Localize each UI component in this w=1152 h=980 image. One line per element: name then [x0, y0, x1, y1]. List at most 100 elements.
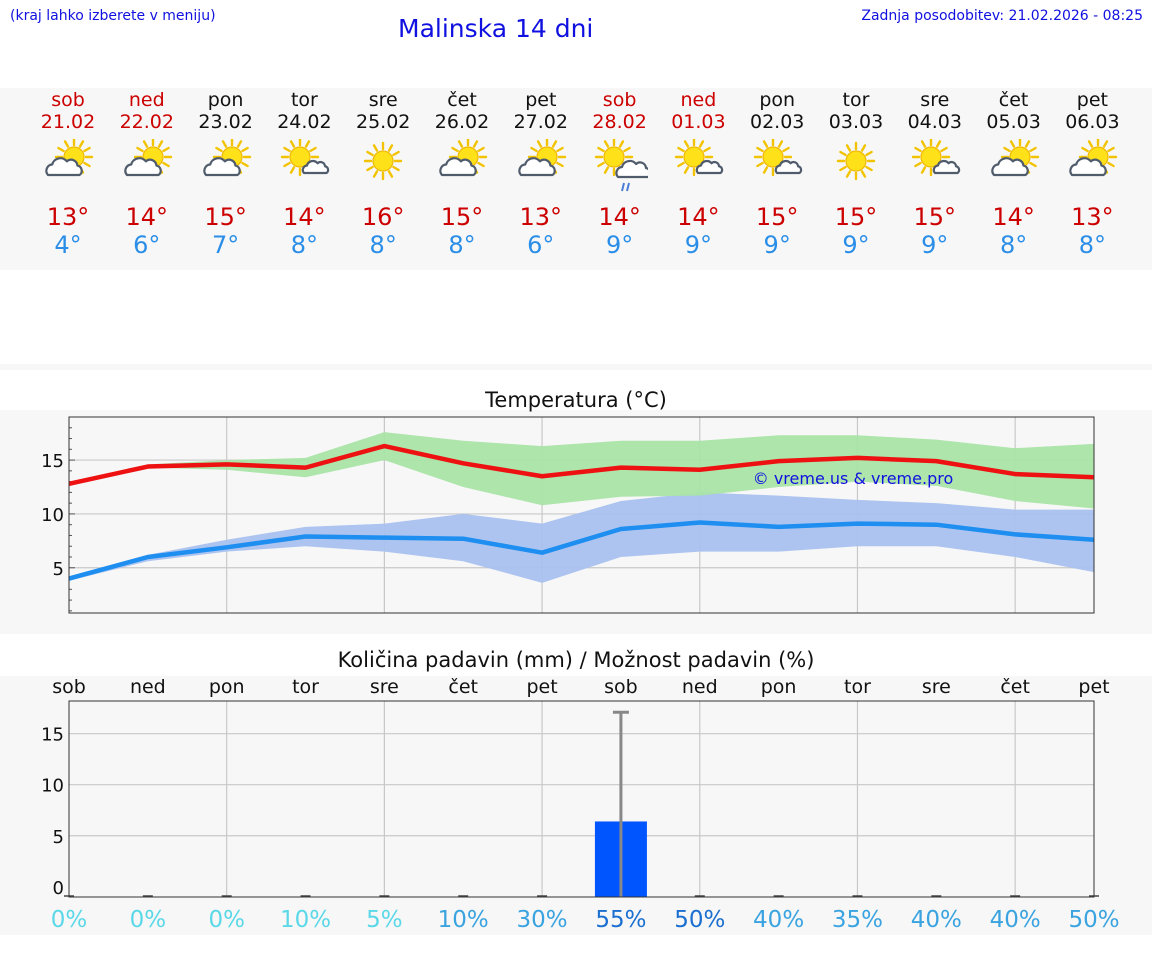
x-category-label: pon: [209, 676, 245, 698]
sun-cloud-icon: [986, 139, 1042, 197]
x-category-label: sre: [922, 676, 951, 698]
temp-min: 9°: [816, 231, 896, 259]
temp-min: 6°: [501, 231, 581, 259]
precip-probability: 50%: [674, 907, 725, 933]
precip-probability: 55%: [595, 907, 646, 933]
sun-cloud-icon: [434, 139, 490, 197]
temperature-chart: 5 10 15 © vreme.us & vreme.pro: [0, 410, 1152, 625]
temp-min: 9°: [580, 231, 660, 259]
day-name: pon: [186, 89, 266, 111]
x-category-label: čet: [1000, 676, 1030, 698]
y-tick-label: 10: [41, 776, 64, 797]
temp-max: 15°: [816, 203, 896, 231]
day-name: pet: [501, 89, 581, 111]
day-name: čet: [422, 89, 502, 111]
y-tick-label: 10: [41, 505, 64, 526]
x-category-label: pet: [1078, 676, 1109, 698]
precip-probability: 35%: [832, 907, 883, 933]
x-category-label: ned: [130, 676, 166, 698]
sun-small-cloud-icon: [907, 139, 963, 197]
x-category-label: sob: [604, 676, 638, 698]
x-category-label: čet: [448, 676, 478, 698]
day-date: 24.02: [264, 111, 344, 133]
day-name: tor: [264, 89, 344, 111]
sun-small-cloud-icon: [749, 139, 805, 197]
chart-watermark: © vreme.us & vreme.pro: [753, 469, 954, 488]
temp-max: 15°: [737, 203, 817, 231]
temp-min: 8°: [264, 231, 344, 259]
sun-cloud-icon: [40, 139, 96, 197]
precip-probability: 50%: [1068, 907, 1119, 933]
temp-max: 13°: [501, 203, 581, 231]
temp-max: 15°: [186, 203, 266, 231]
x-category-label: sob: [52, 676, 86, 698]
temp-max: 15°: [895, 203, 975, 231]
sun-rain-icon: [592, 139, 648, 197]
day-name: sob: [28, 89, 108, 111]
y-tick-label: 15: [41, 451, 64, 472]
sun-cloud-icon: [513, 139, 569, 197]
temp-min: 9°: [658, 231, 738, 259]
day-name: tor: [816, 89, 896, 111]
precip-probability: 0%: [51, 907, 88, 933]
day-date: 27.02: [501, 111, 581, 133]
precip-probability: 30%: [517, 907, 568, 933]
day-date: 23.02: [186, 111, 266, 133]
day-name: sob: [580, 89, 660, 111]
temp-min: 6°: [107, 231, 187, 259]
day-date: 05.03: [974, 111, 1054, 133]
sun-cloud-icon: [119, 139, 175, 197]
y-tick-label: 5: [53, 559, 64, 580]
day-date: 21.02: [28, 111, 108, 133]
day-date: 25.02: [343, 111, 423, 133]
precip-probability: 10%: [280, 907, 331, 933]
temp-min: 9°: [737, 231, 817, 259]
day-date: 01.03: [658, 111, 738, 133]
x-category-label: pon: [761, 676, 797, 698]
day-date: 22.02: [107, 111, 187, 133]
temp-max: 14°: [107, 203, 187, 231]
temp-min: 4°: [28, 231, 108, 259]
precip-probability: 10%: [438, 907, 489, 933]
temp-max: 16°: [343, 203, 423, 231]
y-tick-label: 5: [53, 827, 64, 848]
y-tick-label: 15: [41, 725, 64, 746]
day-date: 26.02: [422, 111, 502, 133]
day-name: pet: [1052, 89, 1132, 111]
day-date: 04.03: [895, 111, 975, 133]
temp-min: 7°: [186, 231, 266, 259]
day-name: čet: [974, 89, 1054, 111]
temp-min: 9°: [895, 231, 975, 259]
sun-cloud-icon: [198, 139, 254, 197]
temp-max: 14°: [580, 203, 660, 231]
precip-probability: 40%: [753, 907, 804, 933]
y-tick-label: 0: [53, 878, 64, 899]
temp-min: 8°: [974, 231, 1054, 259]
temp-max: 13°: [28, 203, 108, 231]
x-category-label: ned: [682, 676, 718, 698]
precip-probability: 5%: [366, 907, 403, 933]
sun-small-cloud-icon: [276, 139, 332, 197]
day-date: 02.03: [737, 111, 817, 133]
precip-probability: 40%: [911, 907, 962, 933]
sun-icon: [355, 139, 411, 197]
x-category-label: tor: [292, 676, 319, 698]
temp-max: 15°: [422, 203, 502, 231]
day-date: 28.02: [580, 111, 660, 133]
temp-min: 8°: [1052, 231, 1132, 259]
